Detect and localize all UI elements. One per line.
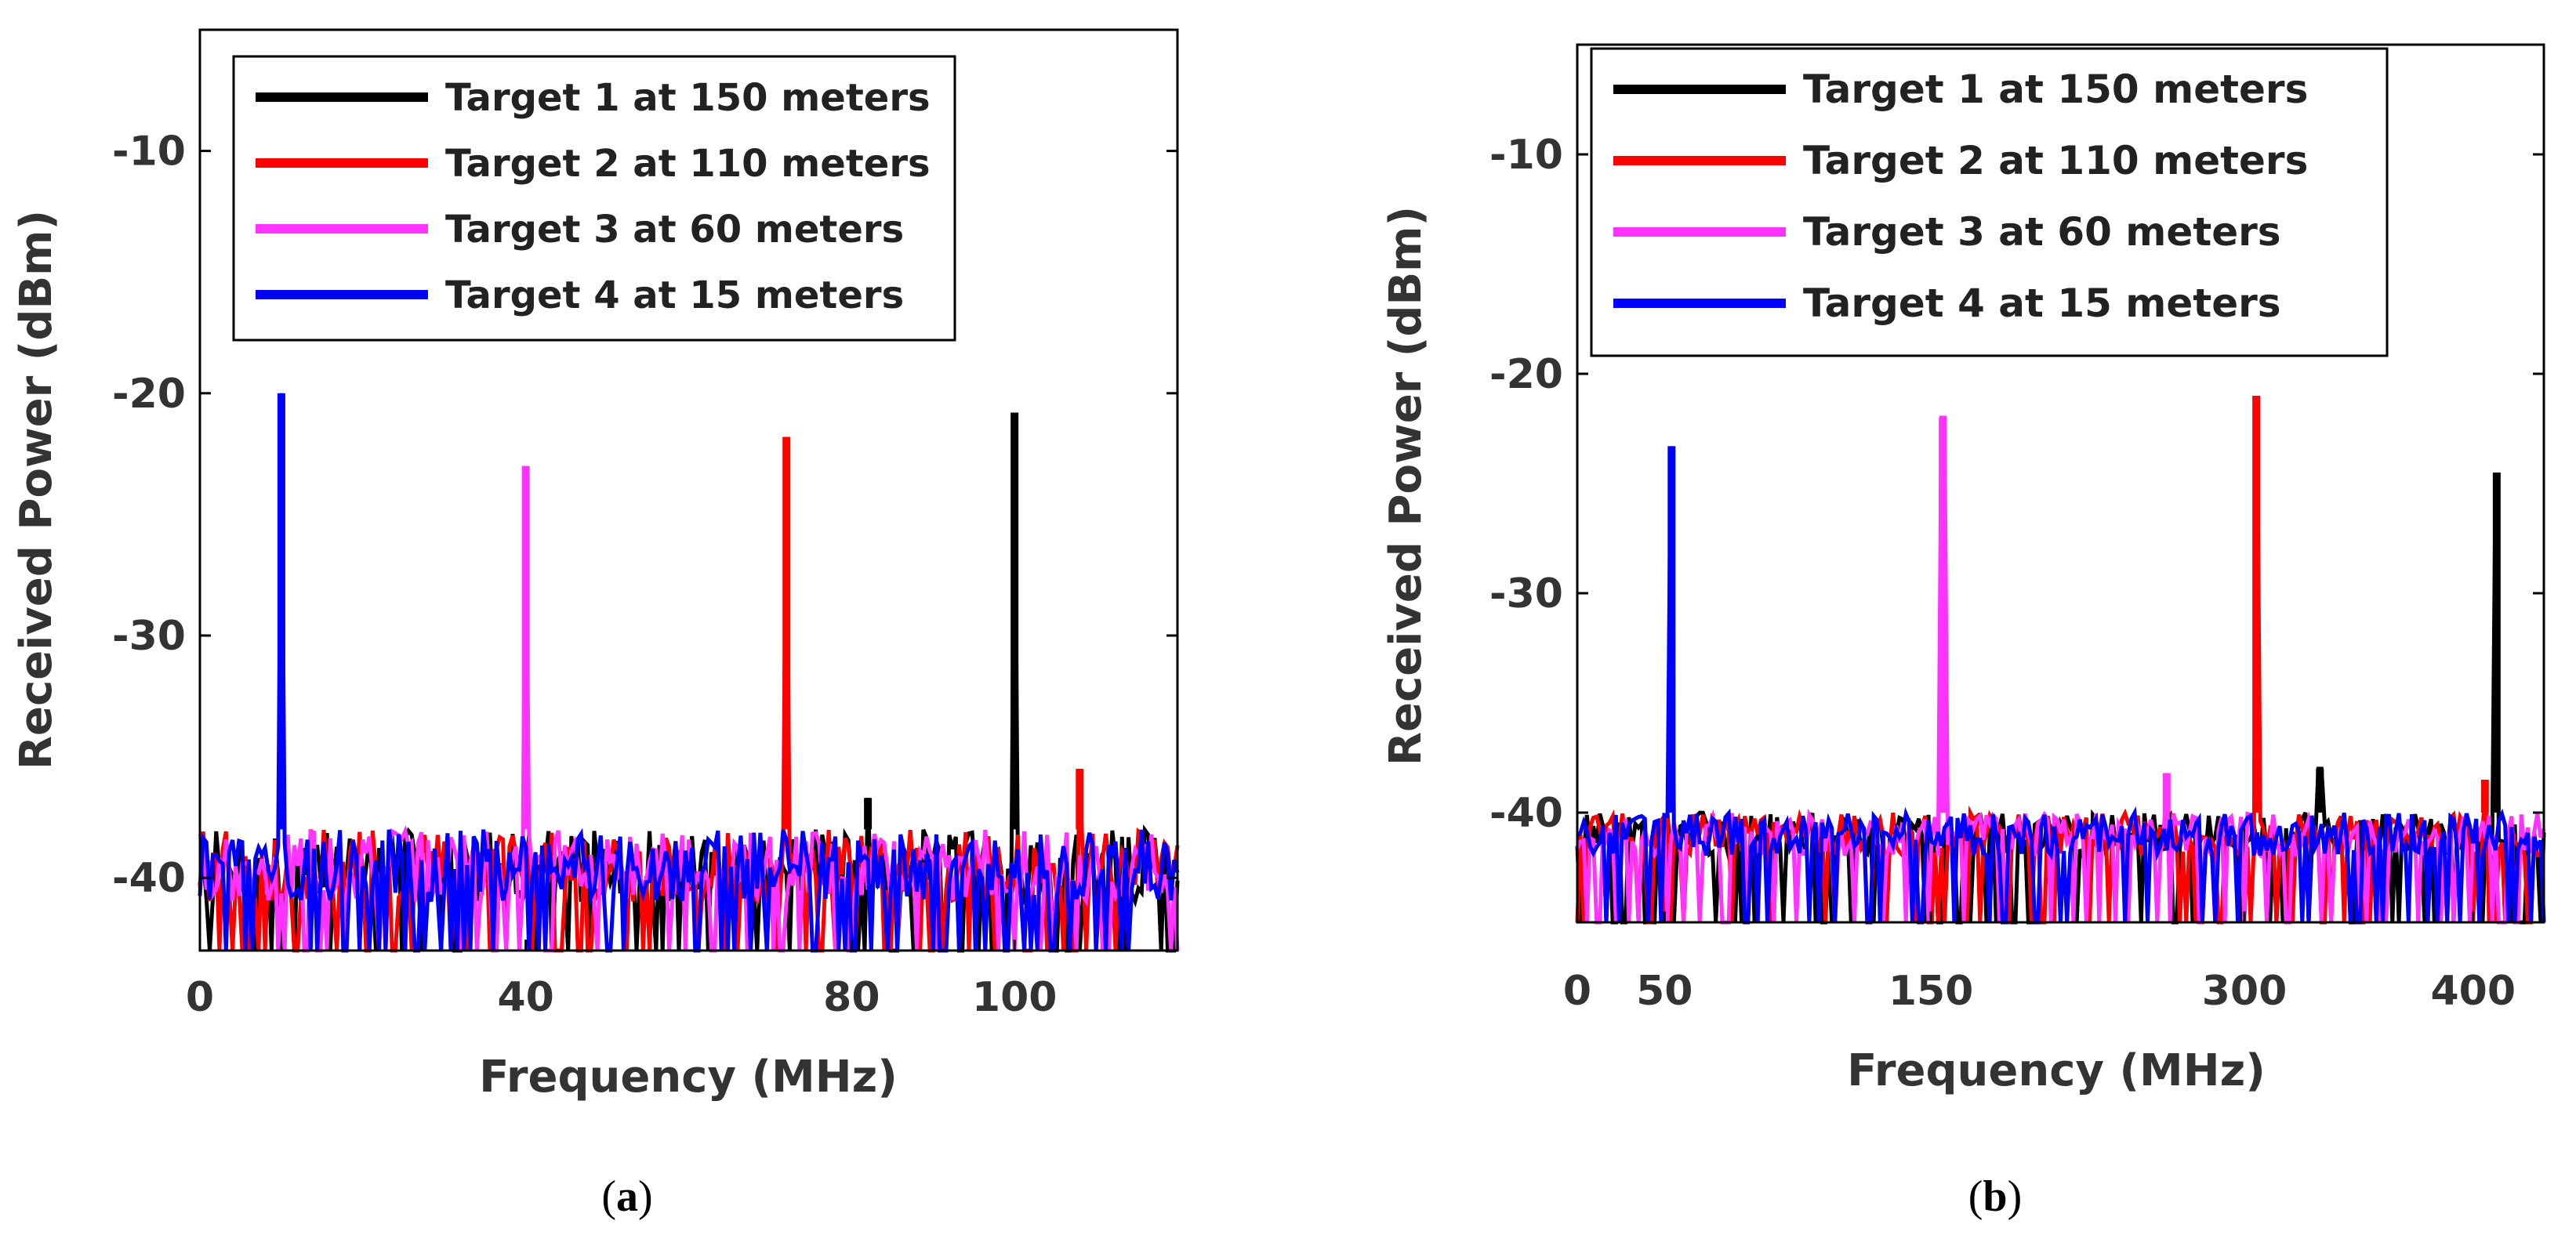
panel-b-caption-letter: b <box>1983 1172 2007 1221</box>
panel-b-ytick-label-0: -10 <box>1489 132 1563 179</box>
panel-b-ylabel: Received Power (dBm) <box>1381 206 1431 766</box>
panel-a-caption: (a) <box>601 1172 652 1221</box>
panel-a-legend-label-4: Target 4 at 15 meters <box>445 273 904 317</box>
panel-a-plot-frame <box>198 28 1179 952</box>
panel-b-plot-frame <box>1576 43 2545 924</box>
panel-a-legend: Target 1 at 150 meters Target 2 at 110 me… <box>232 55 956 342</box>
panel-a: -10 -20 -30 -40 0 40 80 100 Received Power (dB… <box>11 28 1180 1221</box>
panel-a-yticks: -10 -20 -30 -40 <box>112 129 1177 902</box>
panel-a-caption-letter: a <box>616 1172 638 1221</box>
panel-a-xtick-label-1: 40 <box>497 974 553 1021</box>
panel-b-xtick-label-0: 0 <box>1563 968 1591 1015</box>
panel-b-xlabel: Frequency (MHz) <box>1847 1045 2266 1096</box>
panel-a-legend-label-3: Target 3 at 60 meters <box>445 208 904 252</box>
panel-b-xtick-label-2: 150 <box>1888 968 1974 1015</box>
panel-b-ytick-label-3: -40 <box>1489 790 1563 837</box>
panel-b-caption-close: ) <box>2008 1172 2023 1221</box>
panel-b-ytick-label-1: -20 <box>1489 351 1563 398</box>
panel-b-xtick-label-4: 400 <box>2431 968 2516 1015</box>
panel-a-series-4-line <box>198 393 1180 953</box>
panel-b-legend: Target 1 at 150 meters Target 2 at 110 me… <box>1590 47 2389 357</box>
panel-b-yticks: -10 -20 -30 -40 <box>1489 132 2544 837</box>
panel-a-xlabel: Frequency (MHz) <box>479 1052 898 1103</box>
panel-b-legend-label-1: Target 1 at 150 meters <box>1803 67 2308 112</box>
panel-b-legend-label-2: Target 2 at 110 meters <box>1803 138 2308 183</box>
panel-b-legend-label-3: Target 3 at 60 meters <box>1803 209 2281 255</box>
panel-a-legend-label-2: Target 2 at 110 meters <box>445 142 931 186</box>
panel-a-xtick-label-2: 80 <box>823 974 880 1021</box>
panel-a-ytick-label-2: -30 <box>112 613 186 660</box>
panel-a-xtick-label-3: 100 <box>972 974 1058 1021</box>
panel-b-caption-open: ( <box>1968 1172 1983 1221</box>
panel-b-xtick-label-1: 50 <box>1636 968 1693 1015</box>
panel-a-xticks: 0 40 80 100 <box>186 940 1058 1021</box>
panel-b-legend-label-4: Target 4 at 15 meters <box>1803 281 2281 326</box>
panel-a-xtick-label-0: 0 <box>186 974 214 1021</box>
panel-a-ytick-label-1: -20 <box>112 371 186 418</box>
panel-b: -10 -20 -30 -40 0 50 150 300 400 Received Power… <box>1381 43 2546 1221</box>
panel-b-ytick-label-2: -30 <box>1489 570 1563 618</box>
panel-a-legend-label-1: Target 1 at 150 meters <box>445 76 931 120</box>
panel-a-ylabel: Received Power (dBm) <box>11 210 62 770</box>
panel-b-xtick-label-3: 300 <box>2202 968 2288 1015</box>
panel-a-ytick-label-0: -10 <box>112 129 186 176</box>
panel-b-xticks: 0 50 150 300 400 <box>1563 911 2516 1015</box>
panel-b-series-3-line <box>1575 415 2546 925</box>
panel-b-caption: (b) <box>1968 1172 2022 1221</box>
panel-a-ytick-label-3: -40 <box>112 855 186 902</box>
panel-a-caption-close: ) <box>638 1172 653 1221</box>
panel-a-caption-open: ( <box>601 1172 616 1221</box>
